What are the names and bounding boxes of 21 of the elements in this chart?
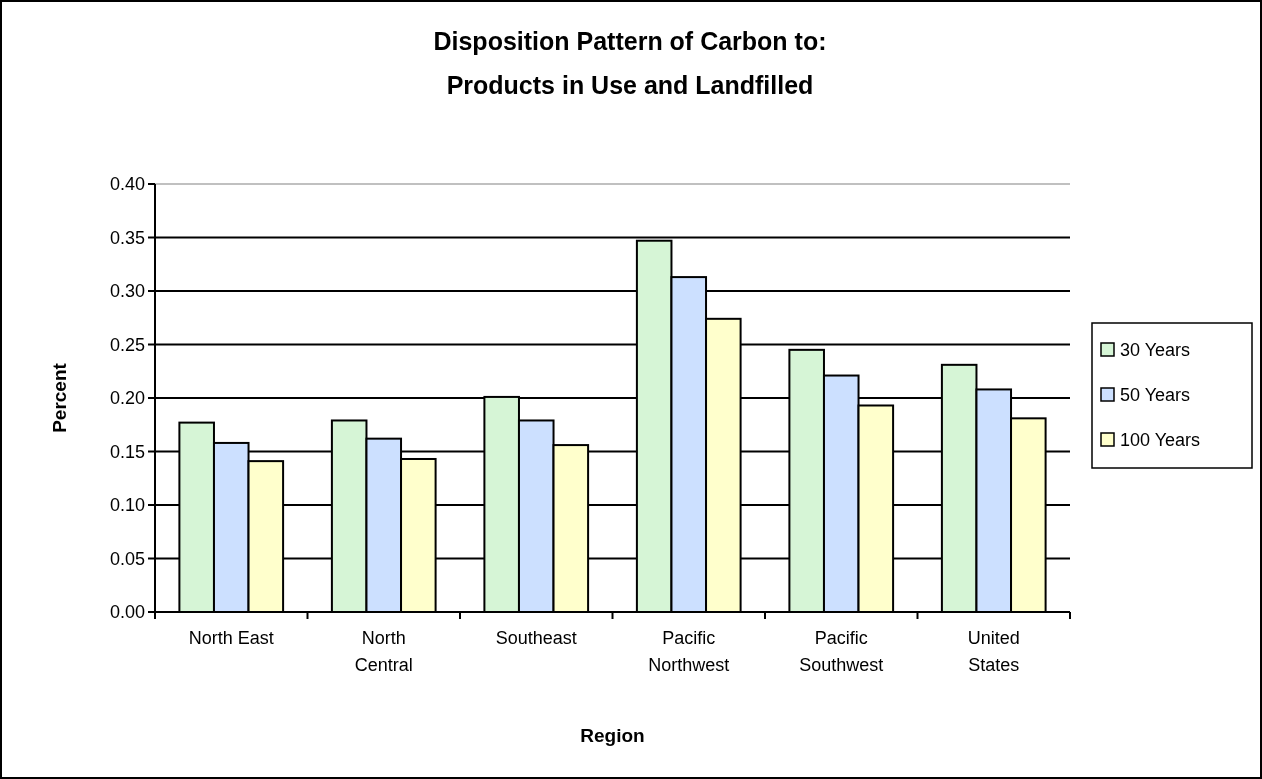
legend-label: 30 Years bbox=[1120, 340, 1191, 361]
y-tick-label: 0.15 bbox=[109, 441, 145, 462]
y-tick-label: 0.35 bbox=[109, 227, 145, 248]
legend-label: 100 Years bbox=[1120, 430, 1201, 451]
y-tick-label: 0.30 bbox=[109, 281, 145, 302]
y-tick-label: 0.10 bbox=[109, 495, 145, 516]
x-tick-label: Southeast bbox=[495, 628, 577, 648]
y-tick-label: 0.00 bbox=[109, 602, 145, 623]
x-tick-label: North East bbox=[188, 628, 274, 648]
x-tick-label: United States bbox=[967, 628, 1020, 675]
y-tick-label: 0.25 bbox=[109, 334, 145, 355]
x-tick-label: Pacific Southwest bbox=[799, 628, 884, 675]
y-tick-label: 0.20 bbox=[109, 388, 145, 409]
x-tick-label: North Central bbox=[354, 628, 413, 675]
x-axis-title: Region bbox=[580, 725, 645, 746]
y-tick-label: 0.05 bbox=[109, 548, 145, 569]
y-axis-title: Percent bbox=[49, 362, 70, 433]
legend-label: 50 Years bbox=[1120, 385, 1191, 406]
x-tick-label: Pacific Northwest bbox=[648, 628, 730, 675]
y-tick-label: 0.40 bbox=[109, 174, 145, 195]
chart-title: Disposition Pattern of Carbon to: Products in Use and Landfilled bbox=[433, 27, 827, 99]
